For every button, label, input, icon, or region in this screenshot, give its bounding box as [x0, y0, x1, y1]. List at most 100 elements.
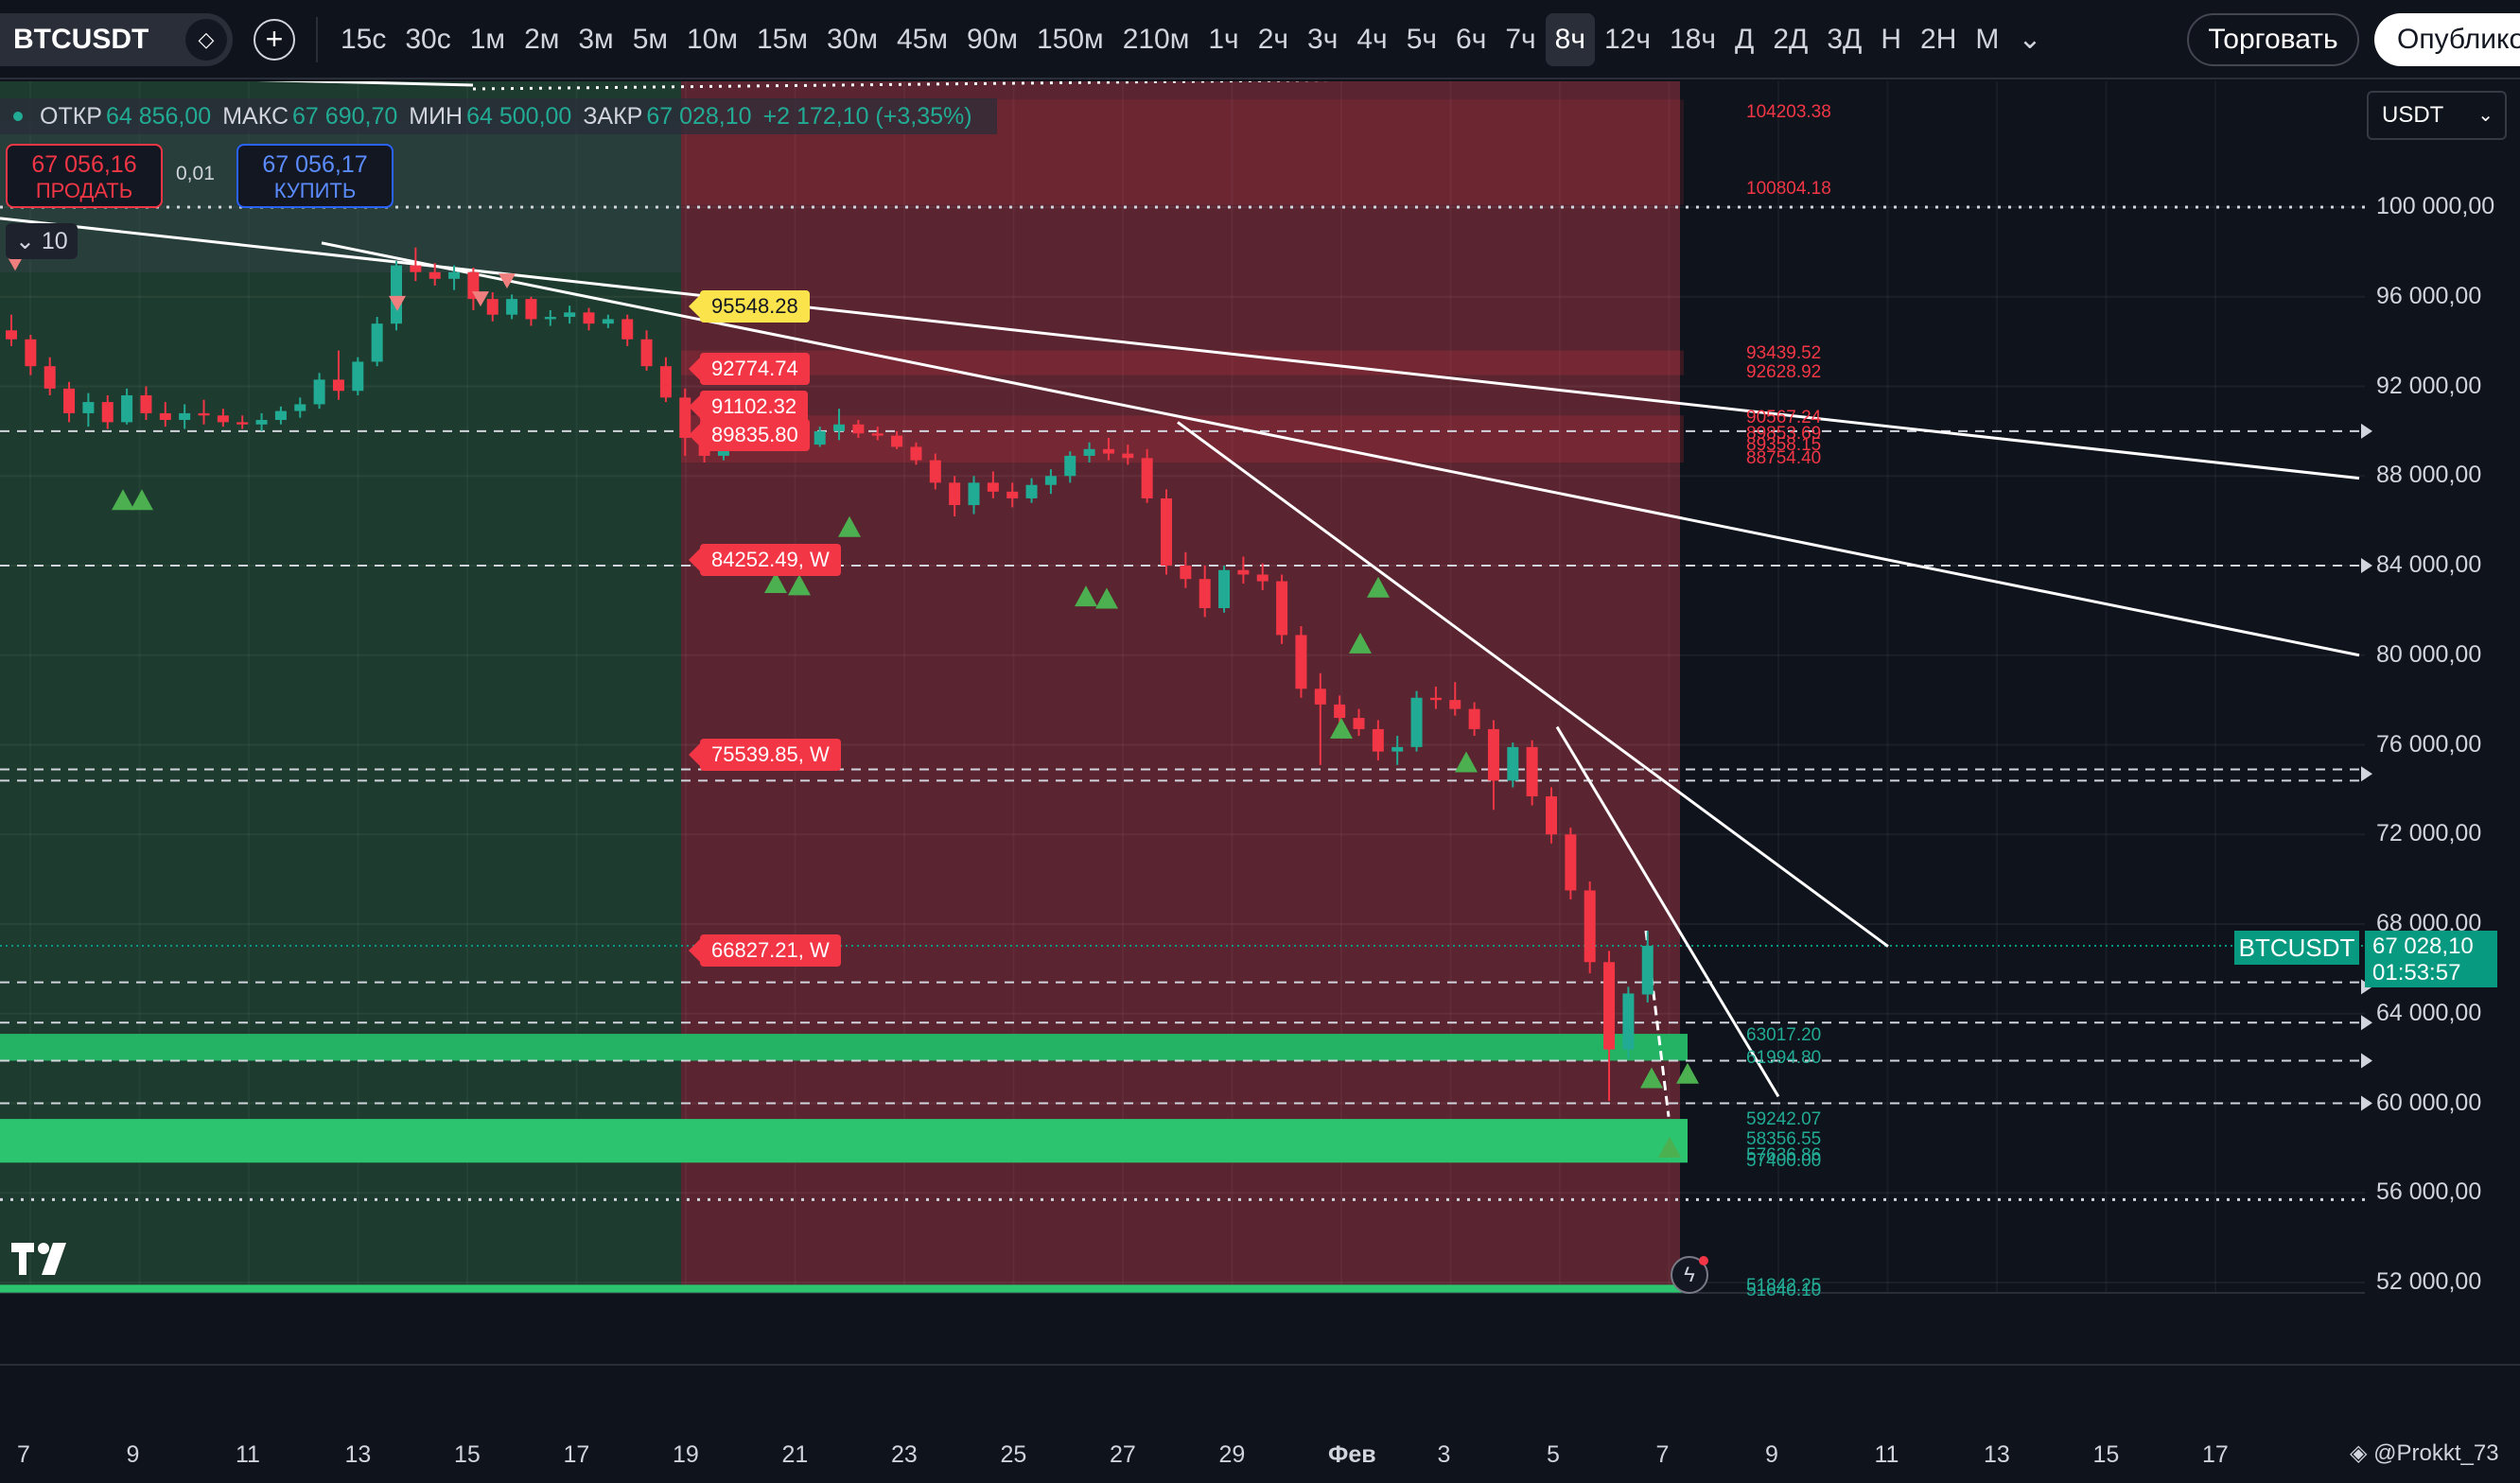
timeframe-0[interactable]: 15с [341, 24, 387, 55]
timeframe-21[interactable]: 12ч [1604, 24, 1651, 55]
price-axis-label: 92 000,00 [2376, 372, 2482, 399]
compare-plus-button[interactable]: + [254, 19, 295, 61]
candle-body [1006, 491, 1019, 498]
timeframe-7[interactable]: 15м [757, 24, 808, 55]
timeframe-18[interactable]: 6ч [1456, 24, 1487, 55]
timeframe-6[interactable]: 10м [687, 24, 738, 55]
price-label-w: 66827.21, W [689, 933, 841, 967]
candle-body [44, 366, 56, 389]
time-axis-label: 29 [1218, 1441, 1246, 1468]
timeframe-12[interactable]: 210м [1122, 24, 1190, 55]
timeframe-28[interactable]: М [1975, 24, 2000, 55]
trendline [1177, 421, 1889, 948]
candle-body [506, 299, 518, 315]
trendline [472, 81, 1337, 91]
timeframe-16[interactable]: 4ч [1356, 24, 1388, 55]
timeframe-20[interactable]: 8ч [1545, 13, 1595, 66]
support-level-label: 58356.55 [1746, 1129, 1822, 1150]
time-axis-label: 15 [2092, 1441, 2120, 1468]
timeframe-22[interactable]: 18ч [1670, 24, 1716, 55]
candle-body [1314, 689, 1326, 705]
timeframe-5[interactable]: 5м [632, 24, 668, 55]
time-axis-label: 25 [1000, 1441, 1027, 1468]
sell-button[interactable]: 67 056,16 ПРОДАТЬ [6, 144, 163, 208]
candle-body [1449, 700, 1461, 709]
sell-price: 67 056,16 [31, 151, 137, 178]
timeframe-14[interactable]: 2ч [1257, 24, 1289, 55]
timeframe-23[interactable]: Д [1735, 24, 1755, 55]
spread-value: 0,01 [176, 163, 215, 184]
time-axis[interactable]: 7 9 11 13 15 17 19 21 23 25 27 29 Фев 3 5 7 9 11 13 15 17 [0, 1428, 2520, 1483]
time-axis-label: 11 [1874, 1441, 1899, 1468]
time-axis-label: 13 [1984, 1441, 2010, 1468]
buy-signal-icon [1330, 717, 1353, 739]
timeframe-9[interactable]: 45м [897, 24, 948, 55]
timeframe-4[interactable]: 3м [578, 24, 614, 55]
indicators-toggle[interactable]: ⌄ 10 [6, 223, 78, 259]
candle-body [602, 319, 614, 324]
time-axis-label: 19 [673, 1441, 699, 1468]
buy-signal-icon [131, 489, 153, 511]
time-axis-label: 11 [236, 1441, 260, 1468]
symbol-price-tag: BTCUSDT [2234, 931, 2359, 965]
time-axis-label: 13 [344, 1441, 372, 1468]
candle-body [1141, 458, 1153, 498]
timeframe-more-chevron-icon[interactable]: ⌄ [2018, 24, 2042, 55]
candle-body [1180, 566, 1192, 580]
candle-body [871, 433, 884, 436]
time-axis-label: 27 [1110, 1441, 1136, 1468]
diamond-icon[interactable]: ◇ [185, 19, 227, 61]
timeframe-3[interactable]: 2м [524, 24, 560, 55]
candle-body [910, 446, 922, 461]
timeframe-24[interactable]: 2Д [1773, 24, 1809, 55]
publish-button[interactable]: Опубликовать [2374, 13, 2520, 66]
timeframe-2[interactable]: 1м [469, 24, 506, 55]
lightning-icon[interactable]: ϟ [1671, 1256, 1708, 1294]
buy-signal-icon [1075, 585, 1097, 607]
candle-body [949, 482, 961, 506]
symbol-search-button[interactable]: BTCUSDT ◇ [0, 13, 233, 66]
candle-body [352, 361, 364, 392]
price-label-w: 84252.49, W [689, 544, 841, 577]
timeframe-27[interactable]: 2Н [1920, 24, 1957, 55]
close-value: 67 028,10 [646, 102, 752, 130]
candle-body [486, 299, 499, 315]
timeframe-11[interactable]: 150м [1037, 24, 1104, 55]
candle-body [1102, 448, 1114, 454]
timeframe-25[interactable]: 3Д [1827, 24, 1863, 55]
time-axis-label: Фев [1328, 1441, 1376, 1468]
timeframe-19[interactable]: 7ч [1505, 24, 1536, 55]
symbol-label: BTCUSDT [13, 24, 149, 55]
currency-select[interactable]: USDT ⌄ [2367, 91, 2507, 140]
time-axis-label: 23 [891, 1441, 918, 1468]
diamond-icon: ◈ [2350, 1440, 2368, 1466]
candle-body [891, 435, 903, 447]
trendline [321, 241, 2360, 657]
buy-button[interactable]: 67 056,17 КУПИТЬ [236, 144, 394, 208]
candle-body [564, 312, 576, 318]
resistance-level-label: 104203.38 [1746, 102, 1831, 123]
price-chart[interactable] [0, 81, 2520, 1428]
candle-body [332, 379, 344, 392]
candle-body [159, 412, 171, 421]
open-label: ОТКР [40, 102, 102, 130]
time-axis-label: 3 [1437, 1441, 1451, 1468]
resistance-zone [681, 350, 1684, 375]
timeframe-17[interactable]: 5ч [1406, 24, 1438, 55]
low-value: 64 500,00 [466, 102, 572, 130]
timeframe-13[interactable]: 1ч [1208, 24, 1239, 55]
timeframe-1[interactable]: 30с [405, 24, 451, 55]
trade-button[interactable]: Торговать [2187, 13, 2359, 66]
time-axis-label: 5 [1547, 1441, 1560, 1468]
timeframe-15[interactable]: 3ч [1307, 24, 1339, 55]
candle-body [179, 412, 191, 421]
watermark-text: @Prokkt_73 [2373, 1440, 2499, 1466]
candle-body [1161, 497, 1172, 566]
support-level-label: 59242.07 [1746, 1109, 1822, 1130]
timeframe-10[interactable]: 90м [967, 24, 1018, 55]
candle-body [1487, 728, 1499, 781]
chevron-down-icon: ⌄ [2477, 105, 2494, 126]
timeframe-26[interactable]: Н [1881, 24, 1902, 55]
timeframe-8[interactable]: 30м [827, 24, 878, 55]
